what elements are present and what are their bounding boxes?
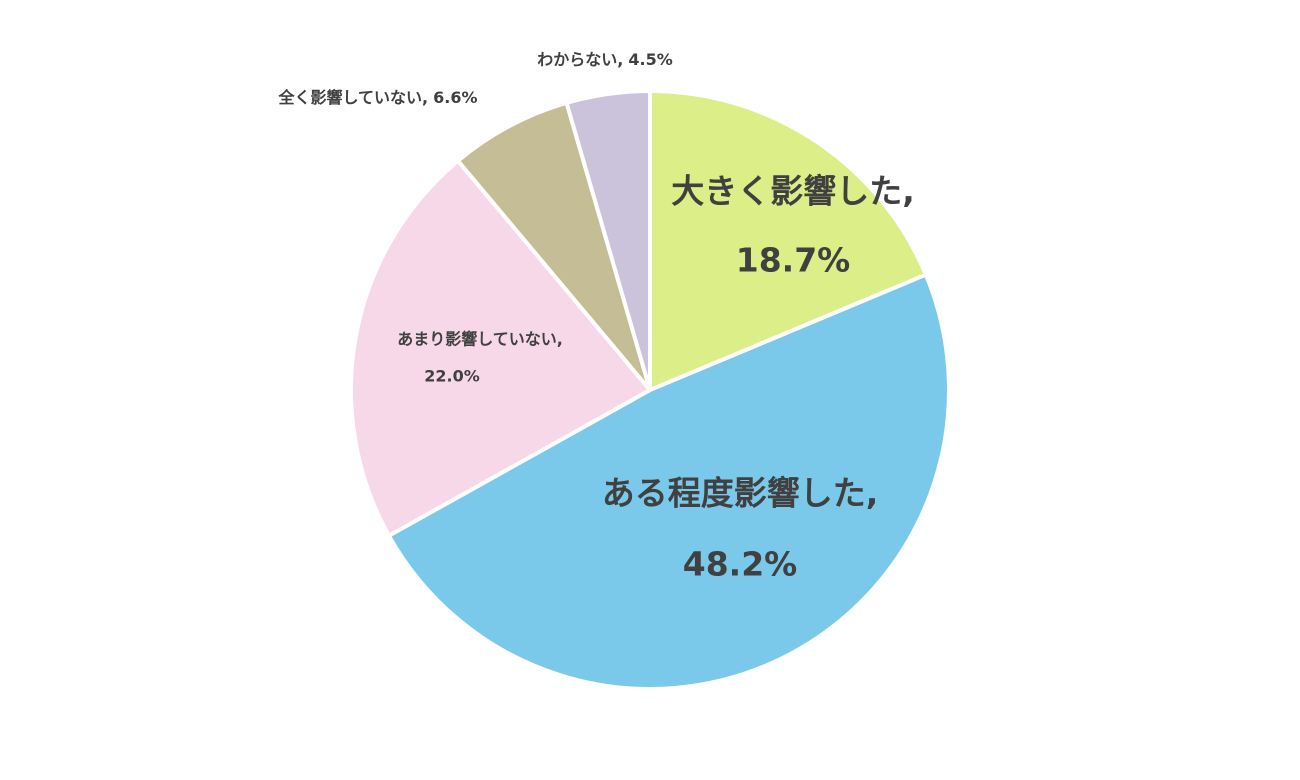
value-label: 6.6% [433,88,477,107]
pie-slice [386,272,951,691]
pie-slice [564,88,652,391]
value-label: 48.2% [683,545,798,584]
pie-slice [349,158,654,539]
slice-label: ある程度影響した, [602,474,879,513]
slice-label: あまり影響していない, [397,330,563,349]
category-text: わからない, [537,50,623,69]
pie-slice [455,100,652,392]
value-label: 22.0% [424,367,480,386]
pie-slice [648,88,929,394]
value-label: 18.7% [736,241,851,280]
slice-label: わからない, 4.5% [537,50,672,69]
category-text: 全く影響していない, [278,88,429,107]
slice-label: 大きく影響した, [671,172,915,211]
value-label: 4.5% [628,50,672,69]
slice-label: 全く影響していない, 6.6% [278,88,478,107]
